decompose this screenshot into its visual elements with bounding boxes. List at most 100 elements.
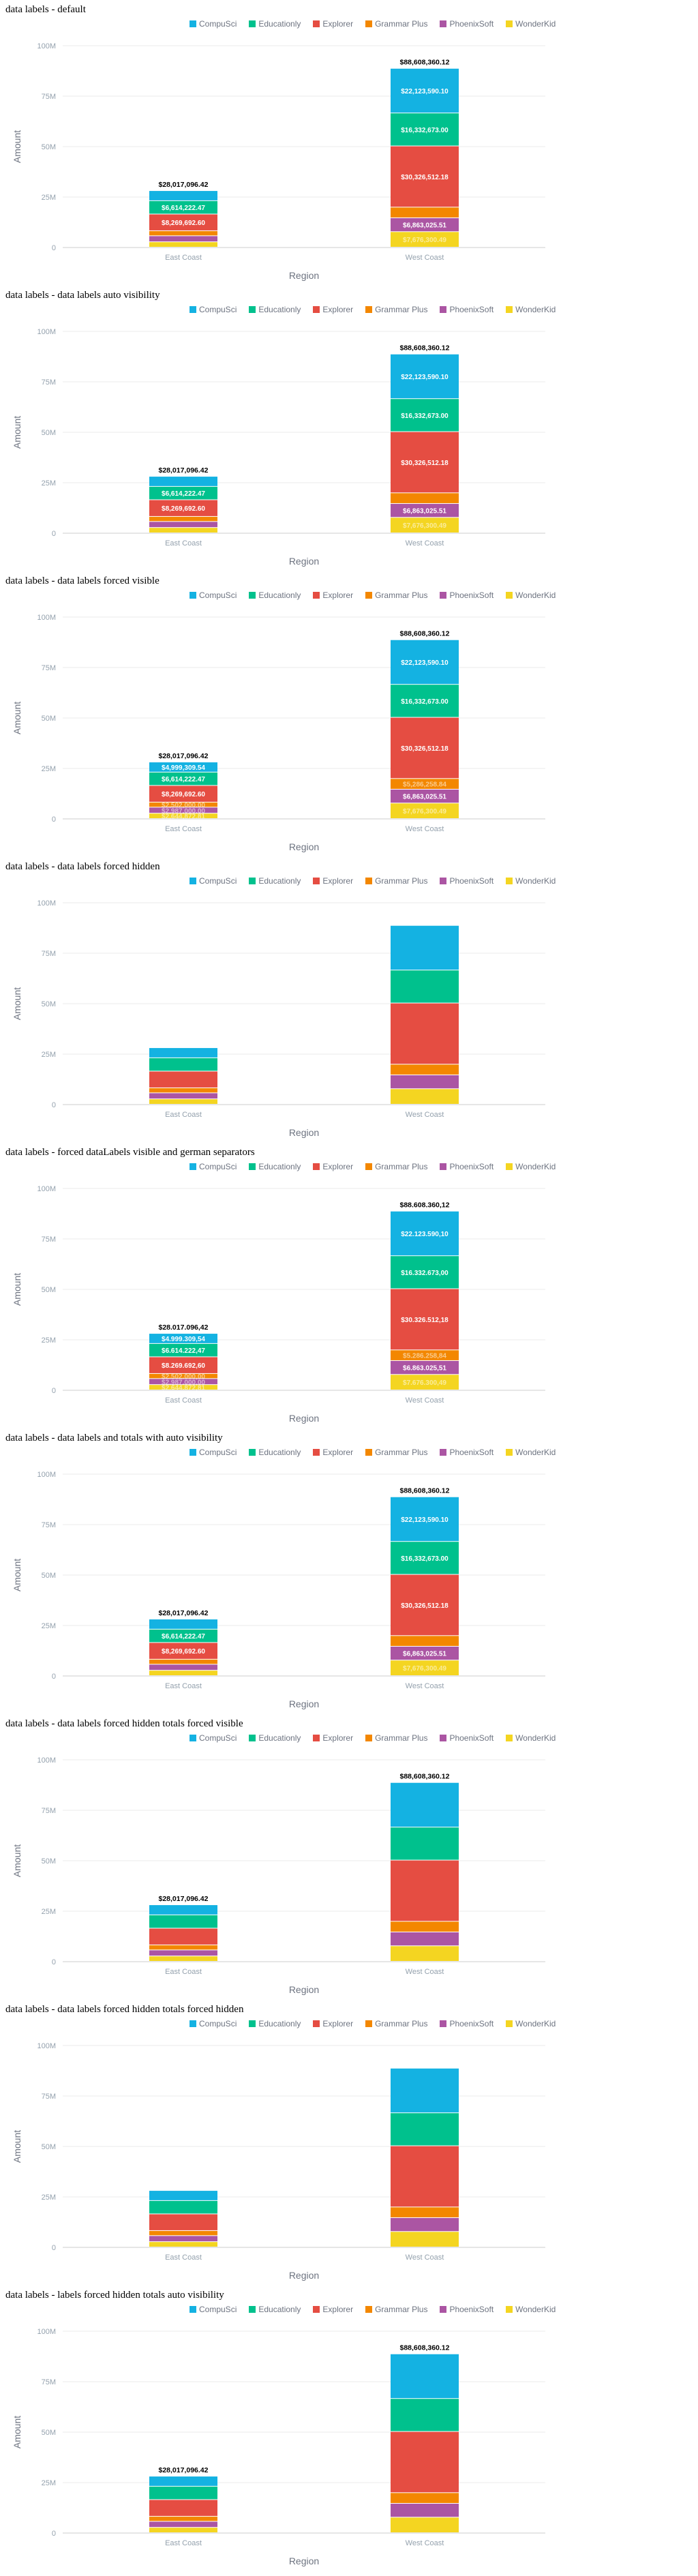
legend-item-wonderkid[interactable]: WonderKid xyxy=(506,305,556,314)
legend-item-compusci[interactable]: CompuSci xyxy=(189,590,237,600)
legend-item-wonderkid[interactable]: WonderKid xyxy=(506,1162,556,1171)
bar-segment-grammar-plus[interactable] xyxy=(391,493,459,503)
bar-segment-wonderkid[interactable] xyxy=(149,2242,217,2247)
bar-segment-grammar-plus[interactable] xyxy=(149,1659,217,1664)
legend-item-compusci[interactable]: CompuSci xyxy=(189,2305,237,2314)
bar-segment-compusci[interactable] xyxy=(149,1905,217,1915)
legend-item-phoenixsoft[interactable]: PhoenixSoft xyxy=(440,19,494,29)
legend-item-compusci[interactable]: CompuSci xyxy=(189,2019,237,2028)
bar-segment-phoenixsoft[interactable] xyxy=(149,1664,217,1671)
bar-segment-explorer[interactable] xyxy=(391,1860,459,1921)
bar-segment-wonderkid[interactable] xyxy=(391,1375,459,1390)
bar-segment-compusci[interactable] xyxy=(391,1211,459,1256)
legend-item-grammar-plus[interactable]: Grammar Plus xyxy=(365,305,427,314)
bar-segment-wonderkid[interactable] xyxy=(149,1099,217,1104)
bar-segment-explorer[interactable] xyxy=(149,1071,217,1088)
legend-item-educationly[interactable]: Educationly xyxy=(249,19,301,29)
bar-segment-explorer[interactable] xyxy=(391,2146,459,2207)
bar-segment-explorer[interactable] xyxy=(391,146,459,207)
bar-segment-wonderkid[interactable] xyxy=(149,1671,217,1675)
bar-segment-grammar-plus[interactable] xyxy=(391,1064,459,1075)
legend-item-grammar-plus[interactable]: Grammar Plus xyxy=(365,1448,427,1457)
legend-item-explorer[interactable]: Explorer xyxy=(313,590,353,600)
bar-segment-wonderkid[interactable] xyxy=(149,242,217,247)
legend-item-wonderkid[interactable]: WonderKid xyxy=(506,19,556,29)
bar-segment-phoenixsoft[interactable] xyxy=(391,503,459,518)
bar-segment-phoenixsoft[interactable] xyxy=(149,522,217,528)
bar-segment-educationly[interactable] xyxy=(149,1058,217,1071)
legend-item-explorer[interactable]: Explorer xyxy=(313,2305,353,2314)
bar-segment-educationly[interactable] xyxy=(149,200,217,214)
legend-item-grammar-plus[interactable]: Grammar Plus xyxy=(365,1733,427,1743)
legend-item-grammar-plus[interactable]: Grammar Plus xyxy=(365,2019,427,2028)
bar-segment-educationly[interactable] xyxy=(149,1629,217,1643)
legend-item-educationly[interactable]: Educationly xyxy=(249,1448,301,1457)
bar-segment-grammar-plus[interactable] xyxy=(149,1945,217,1950)
legend-item-educationly[interactable]: Educationly xyxy=(249,590,301,600)
legend-item-phoenixsoft[interactable]: PhoenixSoft xyxy=(440,1448,494,1457)
legend-item-explorer[interactable]: Explorer xyxy=(313,2019,353,2028)
legend-item-educationly[interactable]: Educationly xyxy=(249,876,301,886)
bar-segment-phoenixsoft[interactable] xyxy=(391,2217,459,2232)
bar-segment-educationly[interactable] xyxy=(149,486,217,500)
bar-segment-educationly[interactable] xyxy=(391,970,459,1003)
legend-item-phoenixsoft[interactable]: PhoenixSoft xyxy=(440,305,494,314)
bar-segment-wonderkid[interactable] xyxy=(149,1385,217,1390)
bar-segment-compusci[interactable] xyxy=(149,2191,217,2200)
bar-segment-compusci[interactable] xyxy=(149,762,217,772)
bar-segment-phoenixsoft[interactable] xyxy=(149,2521,217,2528)
legend-item-grammar-plus[interactable]: Grammar Plus xyxy=(365,19,427,29)
bar-segment-compusci[interactable] xyxy=(149,1619,217,1629)
bar-segment-phoenixsoft[interactable] xyxy=(149,2236,217,2242)
bar-segment-wonderkid[interactable] xyxy=(391,803,459,818)
legend-item-grammar-plus[interactable]: Grammar Plus xyxy=(365,1162,427,1171)
bar-segment-phoenixsoft[interactable] xyxy=(149,236,217,242)
legend-item-phoenixsoft[interactable]: PhoenixSoft xyxy=(440,2019,494,2028)
legend-item-educationly[interactable]: Educationly xyxy=(249,305,301,314)
bar-segment-explorer[interactable] xyxy=(149,1357,217,1373)
legend-item-compusci[interactable]: CompuSci xyxy=(189,1448,237,1457)
legend-item-wonderkid[interactable]: WonderKid xyxy=(506,2305,556,2314)
bar-segment-phoenixsoft[interactable] xyxy=(391,789,459,803)
bar-segment-phoenixsoft[interactable] xyxy=(391,218,459,232)
bar-segment-grammar-plus[interactable] xyxy=(391,2207,459,2217)
legend-item-grammar-plus[interactable]: Grammar Plus xyxy=(365,876,427,886)
bar-segment-phoenixsoft[interactable] xyxy=(391,1932,459,1946)
bar-segment-grammar-plus[interactable] xyxy=(391,779,459,789)
bar-segment-phoenixsoft[interactable] xyxy=(391,1646,459,1660)
bar-segment-educationly[interactable] xyxy=(391,113,459,146)
bar-segment-compusci[interactable] xyxy=(391,1497,459,1542)
legend-item-educationly[interactable]: Educationly xyxy=(249,2019,301,2028)
bar-segment-grammar-plus[interactable] xyxy=(391,2493,459,2503)
legend-item-wonderkid[interactable]: WonderKid xyxy=(506,1448,556,1457)
bar-segment-grammar-plus[interactable] xyxy=(391,1636,459,1646)
bar-segment-wonderkid[interactable] xyxy=(391,518,459,533)
bar-segment-wonderkid[interactable] xyxy=(149,2528,217,2532)
bar-segment-educationly[interactable] xyxy=(149,1343,217,1357)
bar-segment-grammar-plus[interactable] xyxy=(391,207,459,218)
bar-segment-grammar-plus[interactable] xyxy=(149,1088,217,1093)
bar-segment-compusci[interactable] xyxy=(149,1334,217,1343)
bar-segment-phoenixsoft[interactable] xyxy=(391,1075,459,1089)
legend-item-phoenixsoft[interactable]: PhoenixSoft xyxy=(440,2305,494,2314)
bar-segment-grammar-plus[interactable] xyxy=(149,1373,217,1379)
bar-segment-grammar-plus[interactable] xyxy=(391,1350,459,1360)
bar-segment-wonderkid[interactable] xyxy=(391,1089,459,1104)
bar-segment-grammar-plus[interactable] xyxy=(149,802,217,807)
bar-segment-grammar-plus[interactable] xyxy=(149,516,217,522)
legend-item-explorer[interactable]: Explorer xyxy=(313,19,353,29)
bar-segment-compusci[interactable] xyxy=(391,1782,459,1827)
bar-segment-educationly[interactable] xyxy=(149,2200,217,2214)
legend-item-educationly[interactable]: Educationly xyxy=(249,1162,301,1171)
bar-segment-phoenixsoft[interactable] xyxy=(149,1379,217,1385)
bar-segment-grammar-plus[interactable] xyxy=(149,230,217,236)
bar-segment-wonderkid[interactable] xyxy=(391,2517,459,2532)
bar-segment-phoenixsoft[interactable] xyxy=(391,2503,459,2517)
legend-item-compusci[interactable]: CompuSci xyxy=(189,305,237,314)
bar-segment-educationly[interactable] xyxy=(391,2113,459,2146)
legend-item-explorer[interactable]: Explorer xyxy=(313,876,353,886)
bar-segment-educationly[interactable] xyxy=(149,1915,217,1928)
bar-segment-wonderkid[interactable] xyxy=(149,528,217,533)
bar-segment-educationly[interactable] xyxy=(391,1256,459,1289)
bar-segment-educationly[interactable] xyxy=(391,685,459,717)
